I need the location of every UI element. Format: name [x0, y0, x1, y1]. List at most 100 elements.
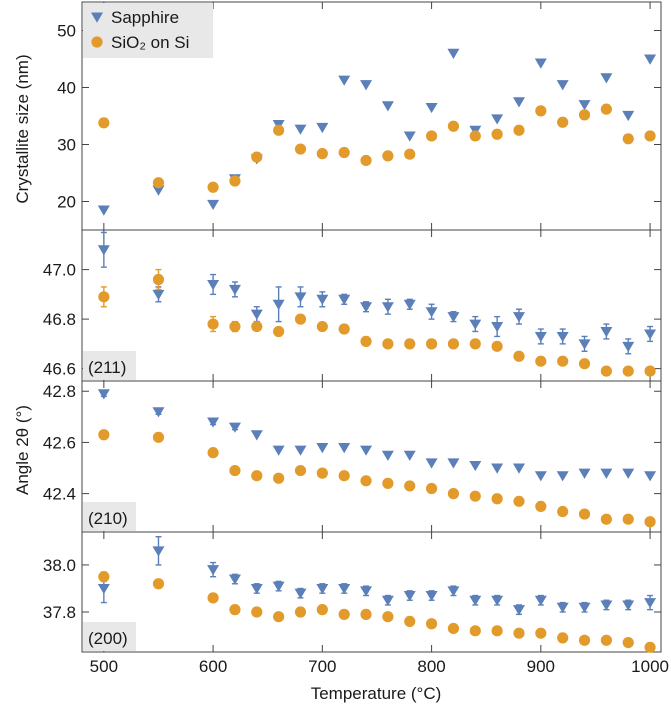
data-point-sapphire: [644, 329, 657, 340]
data-point-sio2: [229, 604, 241, 616]
data-point-sapphire: [360, 445, 373, 456]
data-point-sio2: [447, 338, 460, 350]
data-point-sio2: [447, 622, 460, 635]
data-point-sapphire: [556, 331, 569, 343]
data-point-sio2: [557, 116, 569, 128]
data-point-sio2: [273, 325, 285, 338]
panel-frame: [81, 229, 662, 382]
data-point-sapphire: [534, 331, 547, 343]
panel-label: (200): [88, 629, 128, 648]
data-point-sio2: [360, 475, 372, 487]
data-point-sapphire: [469, 319, 482, 330]
data-point-sapphire: [207, 565, 220, 576]
data-point-sapphire: [338, 443, 351, 454]
data-point-sapphire: [403, 131, 416, 142]
legend-marker-sapphire: [91, 12, 103, 23]
data-point-sapphire: [534, 58, 547, 69]
data-point-sapphire: [250, 430, 263, 441]
data-point-sapphire: [316, 294, 329, 306]
data-point-sapphire: [403, 299, 416, 310]
data-point-sapphire: [447, 312, 460, 323]
data-point-sapphire: [425, 102, 438, 114]
data-point-sio2: [251, 151, 263, 163]
data-point-sio2: [207, 181, 219, 193]
data-point-sapphire: [294, 445, 307, 456]
data-point-sapphire: [644, 471, 657, 482]
data-point-sio2: [491, 493, 503, 505]
data-point-sapphire: [360, 586, 373, 597]
y-tick-label: 42.4: [43, 485, 76, 504]
y-tick-label: 40: [57, 79, 76, 98]
data-point-sio2: [338, 146, 350, 159]
data-point-sio2: [622, 133, 634, 145]
data-point-sio2: [513, 495, 525, 507]
panel-size: 20 30 40 50: [57, 1, 662, 231]
data-point-sapphire: [228, 422, 241, 433]
panel-label-bg: [83, 622, 136, 651]
legend-label: Sapphire: [111, 8, 179, 27]
data-point-sapphire: [250, 583, 263, 595]
panels: 20 30 40 50 46.6 46.8 47.0 (211) 42.4 42.6 42.8 (21…: [43, 1, 669, 676]
data-point-sio2: [98, 291, 110, 303]
x-axis-label: Temperature (°C): [311, 684, 442, 703]
data-point-sapphire: [447, 458, 460, 469]
data-point-sio2: [578, 109, 591, 121]
panel-211: 46.6 46.8 47.0 (211): [43, 229, 662, 382]
data-point-sio2: [469, 130, 481, 142]
data-point-sio2: [251, 320, 263, 333]
data-point-sapphire: [578, 100, 591, 111]
data-point-sio2: [491, 128, 503, 140]
data-point-sapphire: [469, 595, 482, 606]
data-point-sapphire: [294, 588, 307, 599]
data-point-sio2: [229, 464, 241, 477]
data-point-sio2: [622, 365, 634, 377]
data-point-sio2: [98, 429, 110, 441]
data-point-sio2: [98, 117, 110, 129]
data-point-sio2: [360, 335, 372, 347]
data-point-sapphire: [556, 80, 569, 91]
legend-bg: [83, 3, 213, 58]
data-point-sio2: [513, 627, 525, 639]
data-point-sapphire: [512, 312, 525, 323]
data-point-sapphire: [425, 307, 438, 318]
data-point-sapphire: [272, 581, 285, 592]
data-point-sapphire: [97, 389, 110, 400]
data-point-sapphire: [556, 602, 569, 613]
data-point-sio2: [207, 592, 219, 604]
legend: Sapphire SiO₂ on Si: [83, 3, 213, 58]
data-point-sapphire: [338, 75, 351, 86]
data-point-sapphire: [360, 302, 373, 313]
data-point-sio2: [469, 625, 481, 637]
data-point-sio2: [382, 477, 394, 489]
data-point-sapphire: [152, 546, 165, 557]
legend-label: SiO₂ on Si: [111, 33, 189, 52]
data-point-sapphire: [403, 591, 416, 602]
data-point-sapphire: [491, 322, 504, 333]
data-point-sapphire: [152, 185, 165, 196]
data-point-sapphire: [97, 245, 110, 256]
data-point-sapphire: [512, 97, 525, 108]
data-point-sio2: [251, 470, 263, 482]
data-point-sapphire: [534, 595, 547, 606]
y-tick-label: 46.8: [43, 310, 76, 329]
data-point-sapphire: [250, 309, 263, 320]
data-point-sio2: [404, 615, 416, 628]
data-point-sapphire: [622, 600, 635, 611]
data-point-sio2: [600, 634, 612, 646]
y-tick-label: 46.6: [43, 360, 76, 379]
data-point-sio2: [425, 130, 438, 142]
data-point-sio2: [425, 618, 438, 630]
data-point-sio2: [338, 323, 350, 335]
data-point-sapphire: [578, 602, 591, 613]
data-point-sapphire: [272, 445, 285, 456]
data-point-sapphire: [97, 583, 110, 595]
data-point-sio2: [600, 365, 612, 377]
data-point-sio2: [557, 355, 569, 367]
data-point-sio2: [404, 338, 416, 350]
data-point-sapphire: [425, 591, 438, 602]
data-point-sio2: [294, 143, 307, 155]
data-point-sapphire: [622, 468, 635, 479]
data-point-sapphire: [600, 73, 613, 84]
data-point-sio2: [600, 513, 612, 525]
